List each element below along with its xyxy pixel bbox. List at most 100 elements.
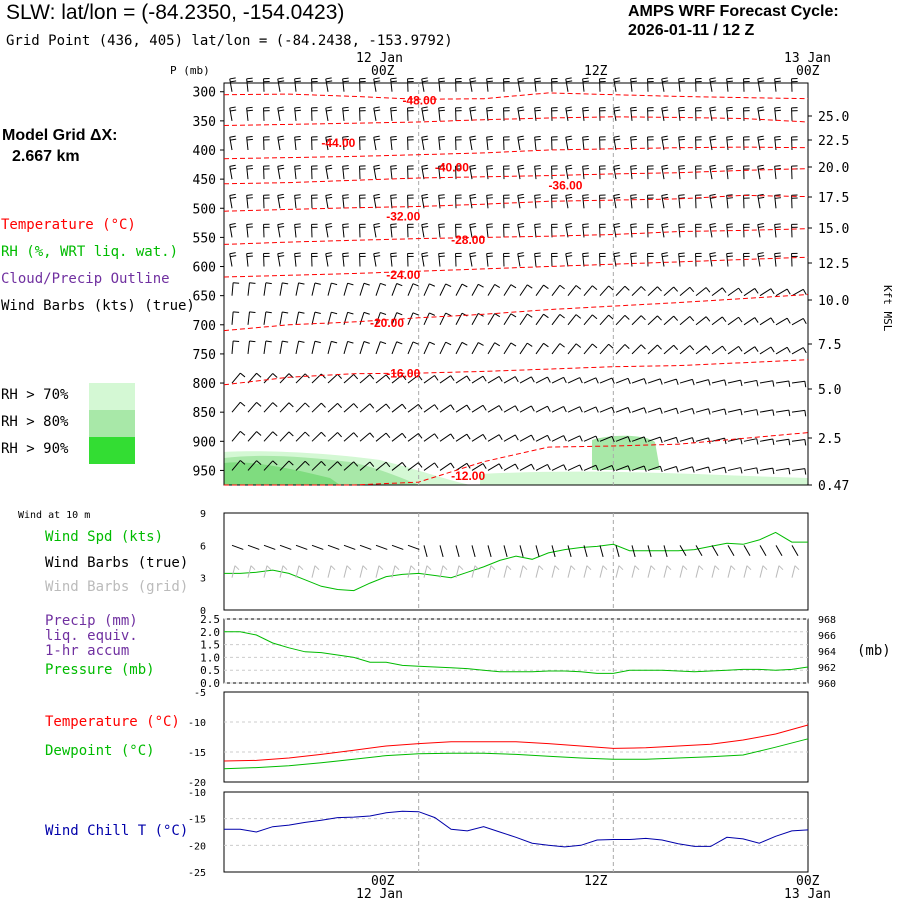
wind-barb	[360, 79, 366, 92]
precip-tick-label: 2.5	[200, 613, 220, 626]
wind-barb-feather	[709, 467, 711, 473]
wind-barb	[583, 253, 589, 267]
wind10-barb-true	[504, 545, 507, 557]
wind-barb	[568, 407, 582, 412]
wind10-barb-true	[360, 545, 371, 549]
wind-barb-feather	[773, 468, 774, 474]
wind-barb	[760, 347, 774, 354]
wind-barb	[248, 432, 261, 442]
wind-barb	[776, 439, 790, 445]
wind-barb-feather	[631, 256, 637, 257]
wind-barb-staff	[376, 375, 386, 383]
wind-barb-feather	[631, 107, 637, 108]
wind-barb-feather	[727, 78, 733, 79]
wind-barb-feather	[722, 346, 726, 351]
wind-barb-feather	[380, 283, 386, 285]
wind-barb-staff	[312, 432, 321, 441]
wind-barb	[343, 107, 349, 121]
wind-barb	[295, 166, 301, 180]
wind-barb-feather	[247, 81, 253, 82]
wind-barb-feather	[467, 376, 470, 381]
wind10-barb-true	[248, 545, 259, 549]
wind-barb-staff	[616, 315, 625, 324]
wind-barb-staff	[328, 341, 331, 354]
wind-barb-feather	[295, 78, 301, 79]
wind-barb	[600, 166, 606, 179]
wind10-barb-grid-feather	[747, 566, 751, 570]
wind-barb-staff	[680, 409, 692, 413]
wind-barb	[664, 467, 678, 473]
wind-barb-feather	[391, 169, 397, 170]
wind-barb-staff	[758, 225, 760, 238]
wind10-barb-true	[264, 545, 275, 549]
wind-barb	[792, 166, 798, 179]
wind-barb-staff	[568, 285, 576, 295]
wind-barb	[230, 253, 236, 267]
wind10-barb-grid-feather	[763, 566, 767, 570]
wind-barb-feather	[439, 136, 445, 137]
wind-barb-staff	[440, 313, 446, 325]
wind-barb	[696, 79, 702, 92]
wind-barb	[278, 253, 284, 267]
wind-barb-staff	[792, 439, 805, 441]
wind-barb-feather	[470, 197, 476, 198]
wind10-barb-grid	[760, 566, 763, 578]
wind-barb-staff	[776, 289, 787, 296]
wind-barb-staff	[232, 431, 240, 441]
wind-barb	[680, 316, 694, 324]
wind-barb-staff	[631, 137, 632, 150]
wind-barb	[568, 285, 581, 295]
wind-barb	[600, 378, 614, 384]
wind-barb	[566, 107, 572, 121]
wind-barb	[470, 78, 476, 92]
wind-barb-feather	[364, 283, 370, 285]
wind-barb-feather	[535, 253, 541, 254]
wind10-barb-grid	[424, 566, 427, 578]
wind-barb	[600, 224, 606, 237]
wind-barb-staff	[727, 137, 728, 150]
wind10-barb-true	[520, 545, 523, 557]
wind-barb-feather	[439, 198, 445, 199]
wind-barb-staff	[248, 312, 249, 325]
wind-barb	[662, 194, 668, 208]
wind-barb-staff	[775, 79, 776, 92]
wind-barb-staff	[391, 224, 392, 237]
wind-barb-feather	[679, 110, 685, 111]
wind-barb	[360, 312, 370, 324]
wind-barb-feather	[741, 468, 742, 474]
wind-barb	[600, 407, 614, 413]
wind-barb-staff	[424, 434, 435, 442]
wind-barb	[776, 318, 790, 325]
wind-barb-staff	[792, 318, 803, 324]
wind-barb	[424, 342, 435, 354]
wind-barb	[792, 439, 806, 445]
wind-barb	[295, 224, 301, 238]
wind-barb-feather	[775, 195, 781, 196]
wind-barb-feather	[580, 378, 583, 383]
wind-barb	[664, 345, 678, 354]
wind-barb-staff	[696, 380, 709, 383]
wind-barb-feather	[299, 283, 305, 284]
temp-tick-label: -15	[188, 748, 206, 759]
wind-barb	[408, 463, 422, 471]
wind-barb-staff	[712, 346, 722, 354]
wind-barb-feather	[709, 380, 711, 386]
wind-barb-staff	[408, 404, 418, 412]
wind-barb-staff	[696, 288, 706, 296]
wind-barb-staff	[792, 381, 805, 383]
wind-barb	[424, 405, 438, 413]
wind-barb	[488, 435, 502, 442]
wind-barb-feather	[609, 286, 613, 290]
wind-barb-staff	[662, 225, 664, 238]
wind-barb-feather	[278, 78, 284, 79]
wind-barb-feather	[583, 107, 589, 108]
wind-chill-line	[224, 811, 808, 847]
isotherm-label: -16.00	[386, 367, 420, 381]
wind-barb-feather	[487, 256, 493, 257]
wind-barb	[343, 224, 349, 238]
wind-barb-staff	[679, 195, 680, 208]
wind-barb-feather	[625, 315, 629, 319]
wind-barb-feather	[644, 379, 646, 385]
wind-barb-feather	[614, 136, 620, 137]
wind-barb	[744, 79, 750, 92]
